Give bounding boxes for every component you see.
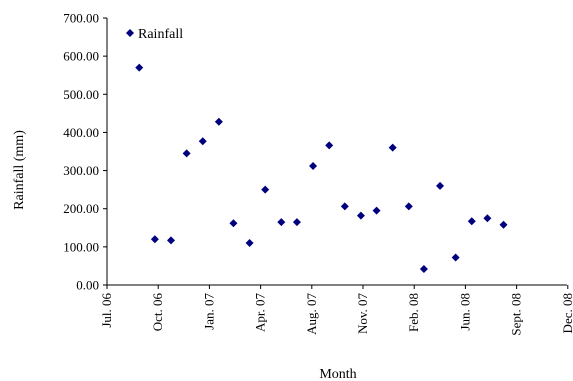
y-tick-label: 100.00 — [63, 239, 99, 254]
x-axis-title: Month — [319, 367, 356, 381]
y-tick-label: 500.00 — [63, 87, 99, 102]
y-tick-label: 600.00 — [63, 49, 99, 64]
data-point — [356, 211, 365, 220]
x-tick-label: Jan. 07 — [201, 293, 216, 330]
y-axis-title: Rainfall (mm) — [12, 130, 27, 210]
x-tick-label: Aug. 07 — [304, 293, 319, 335]
y-tick-label: 0.00 — [76, 278, 99, 293]
legend: Rainfall — [126, 27, 183, 42]
data-point — [245, 239, 254, 248]
data-point — [261, 185, 270, 194]
data-point — [198, 137, 207, 146]
data-point — [388, 143, 397, 152]
data-point — [404, 202, 413, 211]
data-point — [135, 63, 144, 72]
x-tick-label: Dec. 08 — [560, 293, 573, 333]
data-point — [292, 218, 301, 227]
data-point — [309, 161, 318, 170]
y-tick-label: 700.00 — [63, 11, 99, 26]
data-point — [229, 219, 238, 228]
x-tick-label: Apr. 07 — [253, 293, 268, 333]
legend-marker — [126, 29, 134, 37]
x-tick-label: Oct. 06 — [150, 293, 165, 332]
x-axis-ticks: Jul. 06 Oct. 06 Jan. 07 Apr. 07 Aug. 07 Nov. … — [99, 285, 573, 336]
x-tick-label: Feb. 08 — [406, 293, 421, 332]
x-tick-label: Nov. 07 — [355, 293, 370, 335]
x-tick-label: Jun. 08 — [457, 293, 472, 331]
data-point — [325, 141, 334, 150]
data-point — [167, 236, 176, 245]
y-axis-ticks: 0.00 100.00 200.00 300.00 400.00 500.00 600.00… — [63, 11, 107, 293]
data-point — [277, 218, 286, 227]
data-point — [340, 202, 349, 211]
data-points — [135, 63, 508, 273]
data-point — [467, 217, 476, 226]
data-point — [436, 181, 445, 190]
y-tick-label: 300.00 — [63, 163, 99, 178]
y-tick-label: 400.00 — [63, 125, 99, 140]
data-point — [419, 264, 428, 273]
data-point — [214, 117, 223, 126]
data-point — [372, 206, 381, 215]
data-point — [499, 220, 508, 229]
data-point — [451, 253, 460, 262]
legend-label: Rainfall — [138, 27, 183, 42]
y-tick-label: 200.00 — [63, 201, 99, 216]
data-point — [150, 235, 159, 244]
x-tick-label: Jul. 06 — [99, 293, 114, 328]
data-point — [182, 149, 191, 158]
data-point — [483, 214, 492, 223]
x-tick-label: Sept. 08 — [509, 293, 524, 336]
